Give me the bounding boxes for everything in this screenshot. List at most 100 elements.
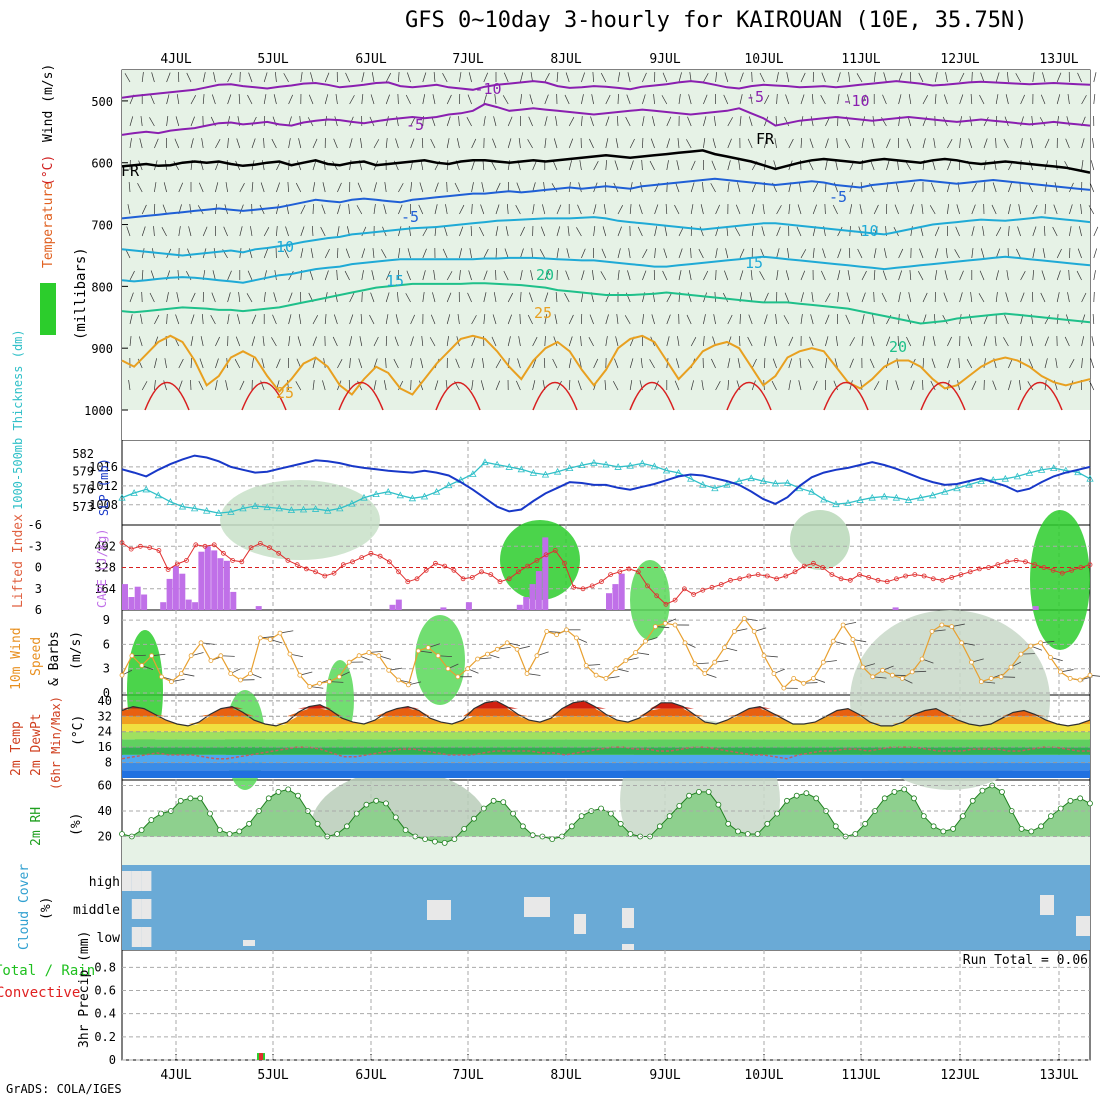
wind-barb bbox=[737, 358, 741, 369]
li-point bbox=[783, 573, 789, 579]
wind-barb bbox=[421, 137, 424, 149]
wind-barb bbox=[202, 72, 206, 83]
date-label-bottom: 4JUL bbox=[160, 1068, 191, 1083]
thickness-point bbox=[263, 503, 271, 511]
rh-point bbox=[207, 810, 213, 817]
wind-barb bbox=[129, 292, 134, 303]
cape-bar bbox=[465, 602, 472, 610]
wind-barb bbox=[507, 116, 513, 127]
thickness-point bbox=[808, 487, 816, 495]
wind-barb bbox=[161, 227, 167, 237]
thickness-point bbox=[844, 499, 852, 506]
wind-barb bbox=[247, 94, 253, 105]
wind-barb bbox=[410, 336, 414, 347]
wind-barb bbox=[371, 72, 375, 83]
wind-barb bbox=[527, 139, 533, 149]
wind-barb bbox=[137, 183, 143, 193]
wind-speed-point bbox=[574, 635, 579, 641]
wind-barb bbox=[495, 204, 500, 215]
wind-barb bbox=[263, 227, 270, 237]
wind-barb bbox=[980, 248, 985, 259]
wind-barb bbox=[711, 160, 716, 171]
wind-barb bbox=[593, 204, 597, 215]
cape-bar bbox=[255, 606, 262, 610]
rh-point bbox=[735, 828, 741, 835]
wind-barb bbox=[494, 94, 497, 105]
thickness-point bbox=[469, 470, 477, 477]
cloud-block bbox=[1040, 895, 1054, 915]
wind-barb bbox=[713, 116, 716, 127]
wind-barb bbox=[678, 270, 682, 281]
wind-barb bbox=[1090, 160, 1095, 171]
cape-bar bbox=[618, 573, 625, 610]
date-label-bottom: 13JUL bbox=[1039, 1068, 1078, 1083]
wind-barb bbox=[739, 94, 743, 105]
thickness-point bbox=[832, 500, 840, 508]
slp-axis-label: SLP (mb) bbox=[97, 458, 111, 516]
wind-barb bbox=[178, 380, 183, 391]
wind-barb bbox=[468, 72, 472, 83]
wind-barb bbox=[1081, 95, 1087, 105]
wind-speed-point bbox=[929, 629, 935, 634]
rh-point bbox=[471, 815, 477, 822]
wind-barb bbox=[737, 182, 741, 193]
thickness-point bbox=[348, 499, 356, 507]
wind-barb bbox=[446, 336, 449, 347]
wind-barb bbox=[174, 138, 180, 149]
wind-barb bbox=[629, 204, 632, 215]
wind-barb bbox=[239, 380, 245, 391]
li-point bbox=[1013, 558, 1019, 563]
li-point bbox=[718, 582, 724, 587]
wind-barb bbox=[614, 358, 619, 369]
li-point bbox=[995, 562, 1001, 568]
wind-barb bbox=[886, 160, 890, 171]
wind-barb bbox=[983, 182, 986, 193]
wind-barb bbox=[677, 336, 680, 347]
thickness-point bbox=[1013, 472, 1022, 480]
rh-point bbox=[148, 817, 155, 823]
wind-barb bbox=[151, 72, 155, 83]
wind-barb bbox=[394, 336, 399, 347]
wind-barb bbox=[602, 226, 607, 237]
cloud-block bbox=[1076, 916, 1090, 936]
rh-point bbox=[402, 827, 409, 833]
wind-barb bbox=[565, 72, 570, 83]
wind-barb bbox=[798, 182, 802, 193]
wind-barb bbox=[234, 359, 241, 369]
wind-barb bbox=[701, 380, 704, 391]
wind-barb bbox=[126, 226, 131, 237]
wind-barb bbox=[785, 94, 790, 105]
wind-barb bbox=[493, 292, 497, 303]
wind-barb bbox=[1053, 204, 1058, 215]
rh-area bbox=[122, 785, 1090, 843]
wind-barb bbox=[836, 138, 838, 149]
wind-barb bbox=[821, 72, 826, 83]
wind-barb bbox=[568, 117, 575, 127]
thickness-tick-label: 582 bbox=[72, 447, 94, 461]
li-point bbox=[580, 586, 586, 592]
wind-barb bbox=[297, 160, 302, 171]
li-point bbox=[257, 541, 263, 546]
wind-barb bbox=[215, 380, 218, 391]
wind-barb bbox=[588, 337, 594, 347]
wind-speed-point bbox=[998, 674, 1004, 680]
wind-barb bbox=[1020, 138, 1023, 149]
wind-barb bbox=[945, 248, 948, 259]
thickness-point bbox=[372, 490, 380, 498]
wind-barb bbox=[356, 205, 363, 215]
wind-barb bbox=[248, 72, 253, 83]
wind-barb bbox=[520, 291, 522, 303]
wind-speed-point bbox=[860, 664, 866, 670]
wind-barb bbox=[649, 359, 655, 369]
wind-barb bbox=[1007, 72, 1009, 83]
thickness-point bbox=[251, 502, 259, 509]
wind-barb bbox=[312, 203, 314, 215]
wind-barb bbox=[430, 138, 436, 149]
wind-barb bbox=[1093, 94, 1096, 105]
wind-barb bbox=[154, 358, 157, 369]
wind-barb bbox=[796, 226, 802, 237]
li-point bbox=[211, 542, 217, 548]
wind-barb bbox=[495, 226, 499, 237]
thickness-point bbox=[747, 474, 755, 482]
wind-barb bbox=[678, 226, 684, 237]
